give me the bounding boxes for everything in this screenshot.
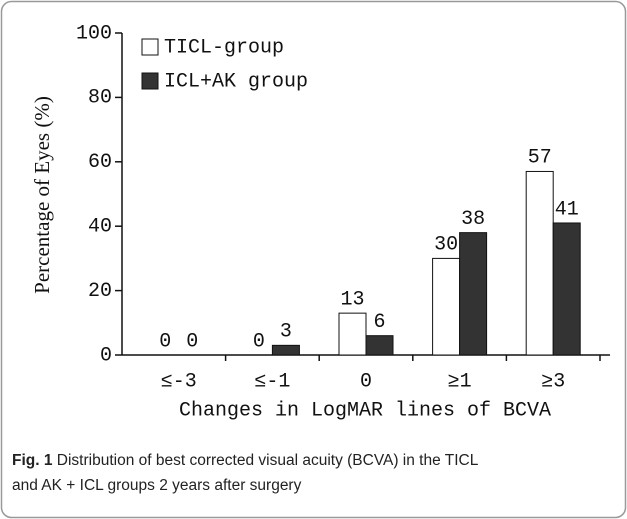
bar	[271, 344, 300, 356]
y-tick-label: 0	[100, 344, 112, 367]
y-tick-label: 100	[76, 22, 112, 45]
y-tick-label: 60	[88, 151, 112, 174]
caption: Fig. 1 Distribution of best corrected vi…	[12, 452, 479, 469]
caption-label: Fig. 1	[12, 452, 53, 469]
legend-swatch	[141, 38, 159, 56]
caption-text: Distribution of best corrected visual ac…	[57, 452, 479, 469]
value-label: 38	[461, 208, 485, 231]
bar	[365, 335, 394, 356]
y-tick-label: 80	[88, 87, 112, 110]
value-label: 13	[340, 288, 364, 311]
bar	[525, 170, 554, 356]
value-label: 0	[253, 330, 265, 353]
legend-swatch	[141, 72, 159, 90]
x-tick-label: 0	[360, 370, 372, 393]
bar	[338, 312, 367, 356]
x-tick-label: ≤-1	[254, 370, 290, 393]
value-label: 0	[186, 330, 198, 353]
x-axis-label: Changes in LogMAR lines of BCVA	[179, 399, 551, 422]
value-label: 57	[528, 147, 552, 170]
value-label: 41	[555, 198, 579, 221]
value-label: 6	[373, 311, 385, 334]
legend-label: TICL-group	[164, 36, 284, 59]
y-axis-label: Percentage of Eyes (%)	[30, 96, 54, 294]
x-tick-label: ≥3	[541, 370, 565, 393]
caption-text: and AK + ICL groups 2 years after surger…	[12, 477, 302, 494]
value-label: 3	[280, 321, 292, 344]
bar	[459, 232, 488, 356]
value-label: 0	[159, 330, 171, 353]
value-label: 30	[434, 234, 458, 257]
x-tick-label: ≤-3	[161, 370, 197, 393]
y-tick-label: 40	[88, 215, 112, 238]
bar	[432, 257, 461, 356]
x-tick-label: ≥1	[448, 370, 472, 393]
bar	[552, 222, 581, 356]
y-tick-label: 20	[88, 280, 112, 303]
legend-label: ICL+AK group	[164, 70, 308, 93]
